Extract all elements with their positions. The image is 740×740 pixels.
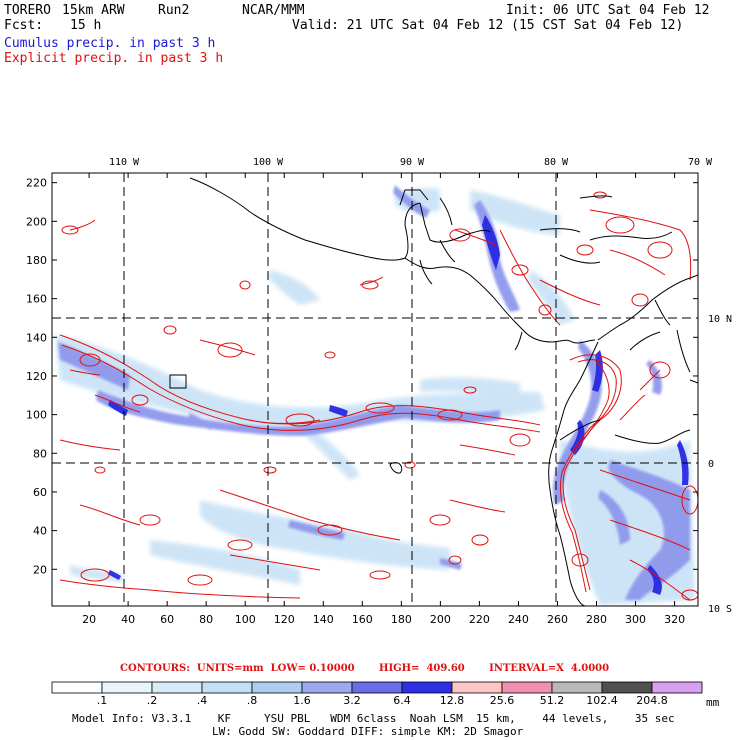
- colorbar-threshold-label: 204.8: [636, 694, 668, 707]
- colorbar-threshold-label: .1: [97, 694, 108, 707]
- explicit-precip-cells: [61, 191, 698, 601]
- model-resolution: 15km ARW: [62, 3, 125, 18]
- explicit-precip-contours: [59, 209, 692, 601]
- y-tick-label: 40: [33, 525, 47, 538]
- latitude-label: 0: [708, 459, 714, 470]
- y-tick-label: 20: [33, 563, 47, 576]
- colorbar-swatch: [601, 681, 653, 694]
- colorbar-threshold-label: 25.6: [490, 694, 515, 707]
- colorbar-swatch: [251, 681, 303, 694]
- latitude-labels: 10 N 0 10 S: [708, 314, 732, 615]
- colorbar-swatch: [451, 681, 503, 694]
- colorbar-swatch: [151, 681, 203, 694]
- field-title-explicit: Explicit precip. in past 3 h: [4, 51, 224, 66]
- x-tick-label: 100: [235, 613, 256, 626]
- forecast-label: Fcst:: [4, 18, 44, 33]
- x-tick-label: 120: [274, 613, 295, 626]
- colorbar-swatch: [501, 681, 553, 694]
- y-tick-label: 160: [26, 293, 47, 306]
- colorbar-swatch: [651, 681, 703, 694]
- x-tick-label: 200: [430, 613, 451, 626]
- model-run: Run2: [158, 3, 190, 18]
- latitude-label: 10 S: [708, 604, 732, 615]
- x-tick-label: 280: [586, 613, 607, 626]
- longitude-label: 90 W: [400, 157, 425, 168]
- colorbar-threshold-label: 51.2: [540, 694, 565, 707]
- y-tick-label: 100: [26, 409, 47, 422]
- longitude-label: 70 W: [688, 157, 713, 168]
- x-tick-label: 220: [469, 613, 490, 626]
- y-tick-label: 60: [33, 486, 47, 499]
- y-axis-ticks: 20 40 60 80 100 120 140 160 180 200 220: [26, 177, 698, 576]
- field-title-cumulus: Cumulus precip. in past 3 h: [4, 36, 216, 51]
- colorbar-threshold-label: 6.4: [393, 694, 411, 707]
- longitude-label: 80 W: [544, 157, 569, 168]
- x-axis-ticks: 20 40 60 80 100 120 140 160 180 200 220 240 260 280 30…: [82, 173, 685, 626]
- colorbar-threshold-label: .8: [247, 694, 258, 707]
- longitude-label: 110 W: [109, 157, 140, 168]
- y-tick-label: 120: [26, 370, 47, 383]
- contours-info: CONTOURS: UNITS=mm LOW= 0.10000 HIGH= 40…: [120, 663, 610, 674]
- model-name: TORERO: [4, 3, 51, 18]
- model-info-line1: Model Info: V3.3.1 KF YSU PBL WDM 6class…: [72, 712, 675, 725]
- colorbar-swatch: [351, 681, 403, 694]
- colorbar-threshold-label: 102.4: [586, 694, 618, 707]
- y-tick-label: 200: [26, 215, 47, 228]
- y-tick-label: 180: [26, 254, 47, 267]
- organization: NCAR/MMM: [242, 3, 305, 18]
- init-time: Init: 06 UTC Sat 04 Feb 12: [506, 3, 710, 18]
- colorbar-unit: mm: [706, 696, 720, 709]
- colorbar-threshold-label: 1.6: [293, 694, 311, 707]
- colorbar-swatch: [201, 681, 253, 694]
- model-info-line2: LW: Godd SW: Goddard DIFF: simple KM: 2D…: [212, 725, 524, 738]
- longitude-labels: 110 W 100 W 90 W 80 W 70 W: [109, 157, 713, 168]
- colorbar-swatch: [51, 681, 103, 694]
- x-tick-label: 40: [121, 613, 135, 626]
- coastlines: [169, 177, 698, 606]
- x-tick-label: 20: [82, 613, 96, 626]
- colorbar-swatch: [551, 681, 603, 694]
- colorbar: .1 .2 .4 .8 1.6 3.2 6.4 12.8 25.6 51.2 102.4 204.8: [51, 681, 703, 707]
- plot-frame: [51, 172, 699, 607]
- longitude-label: 100 W: [253, 157, 284, 168]
- x-tick-label: 320: [664, 613, 685, 626]
- lat-lon-grid: [52, 173, 698, 606]
- x-tick-label: 80: [199, 613, 213, 626]
- x-tick-label: 300: [625, 613, 646, 626]
- valid-time: Valid: 21 UTC Sat 04 Feb 12 (15 CST Sat …: [292, 18, 684, 33]
- latitude-label: 10 N: [708, 314, 732, 325]
- colorbar-threshold-label: .2: [147, 694, 158, 707]
- y-tick-label: 140: [26, 331, 47, 344]
- x-tick-label: 240: [508, 613, 529, 626]
- x-tick-label: 260: [547, 613, 568, 626]
- colorbar-swatch: [101, 681, 153, 694]
- x-tick-label: 140: [313, 613, 334, 626]
- x-tick-label: 60: [160, 613, 174, 626]
- colorbar-swatch: [301, 681, 353, 694]
- x-tick-label: 180: [391, 613, 412, 626]
- y-tick-label: 220: [26, 177, 47, 190]
- y-tick-label: 80: [33, 447, 47, 460]
- colorbar-swatch: [401, 681, 453, 694]
- colorbar-threshold-label: 3.2: [343, 694, 361, 707]
- colorbar-threshold-label: .4: [197, 694, 208, 707]
- colorbar-threshold-label: 12.8: [440, 694, 465, 707]
- forecast-hour: 15 h: [70, 18, 102, 33]
- x-tick-label: 160: [352, 613, 373, 626]
